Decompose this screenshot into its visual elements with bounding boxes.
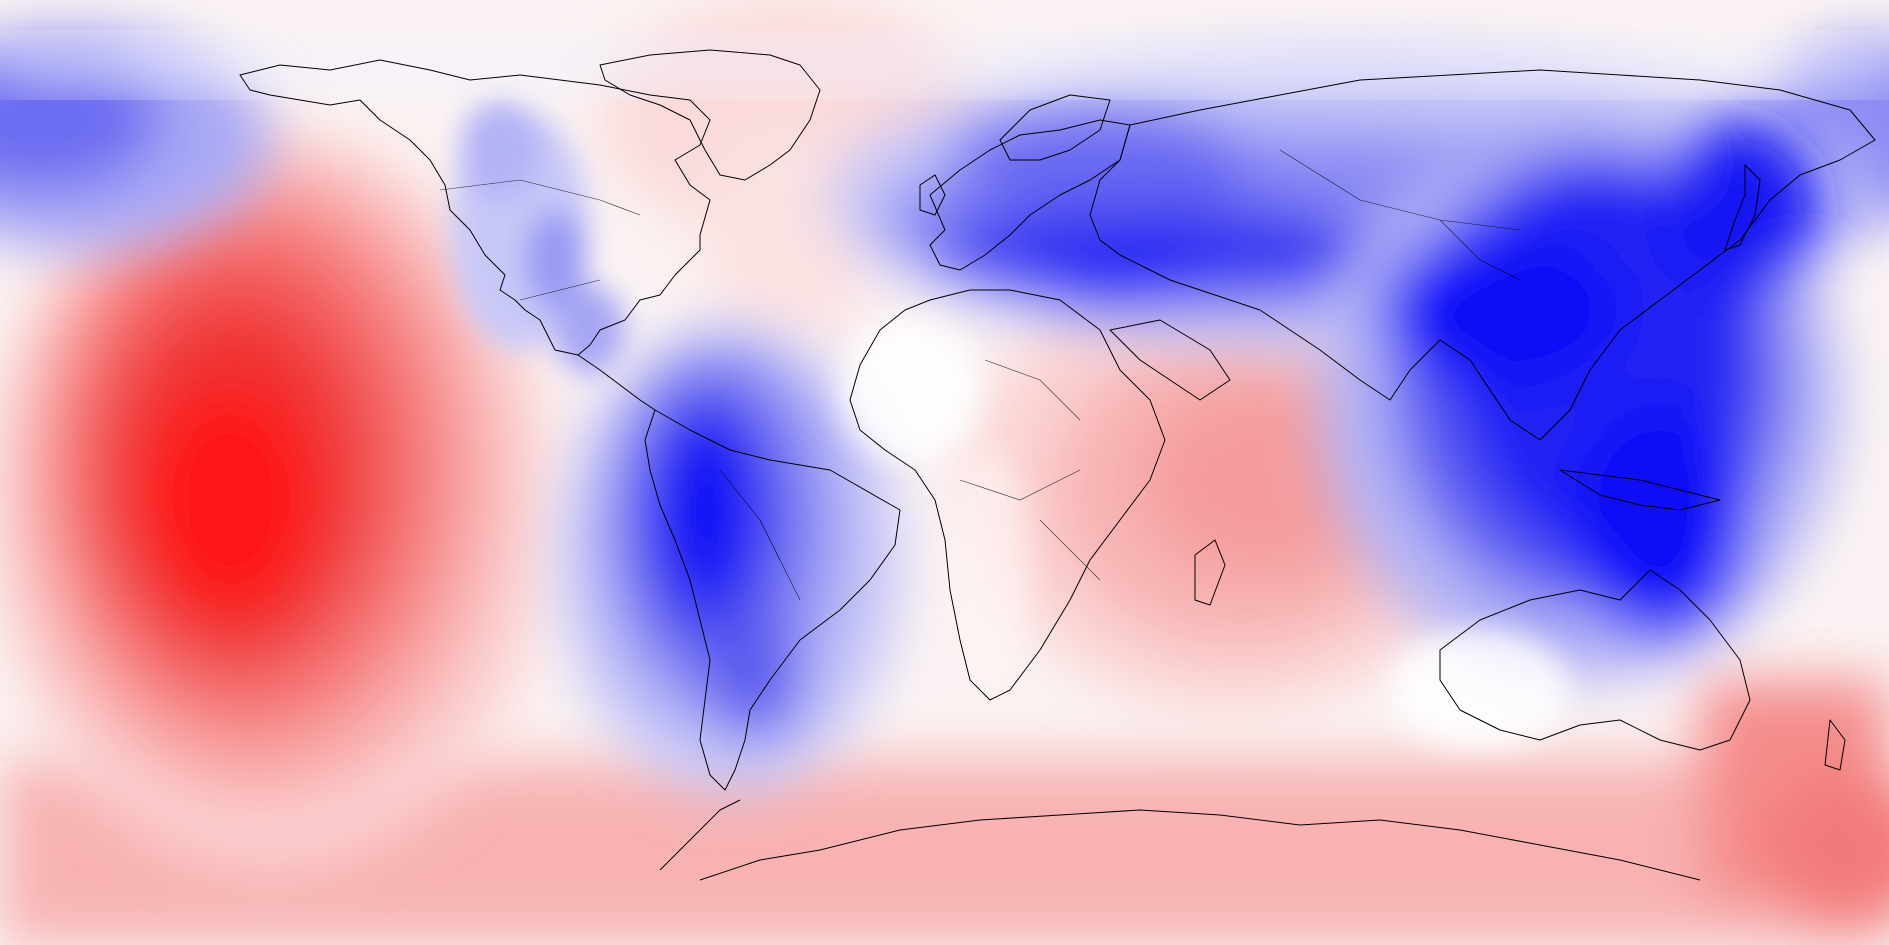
- coast-asia: [1089, 69, 1876, 441]
- central-pacific-high: [0, 130, 550, 870]
- arctic-light-low: [0, 40, 1889, 90]
- coast-madagascar: [1194, 539, 1226, 606]
- coast-arabia: [1109, 319, 1231, 401]
- coast-north-america: [239, 59, 711, 356]
- coast-new-zealand: [1824, 719, 1846, 771]
- coastlines: [239, 49, 1876, 881]
- coast-antarctic-peninsula: [659, 799, 741, 871]
- coast-greenland: [599, 49, 821, 181]
- coast-antarctica: [699, 809, 1701, 881]
- coast-africa: [849, 289, 1166, 701]
- coast-japan: [1724, 164, 1761, 251]
- coast-australia: [1439, 569, 1751, 751]
- coast-south-america: [644, 409, 901, 791]
- country-borders: [439, 149, 1521, 601]
- south-america-andes-low: [560, 330, 900, 790]
- southeast-asia-maritime-low: [1320, 120, 1840, 680]
- coast-europe: [929, 119, 1131, 271]
- coast-scandinavia: [999, 94, 1111, 161]
- coast-britain: [919, 174, 946, 216]
- neutral-zones: [840, 320, 1570, 750]
- coast-indonesia: [1559, 469, 1721, 511]
- western-north-america-low: [450, 100, 625, 375]
- coast-central-america: [577, 354, 656, 411]
